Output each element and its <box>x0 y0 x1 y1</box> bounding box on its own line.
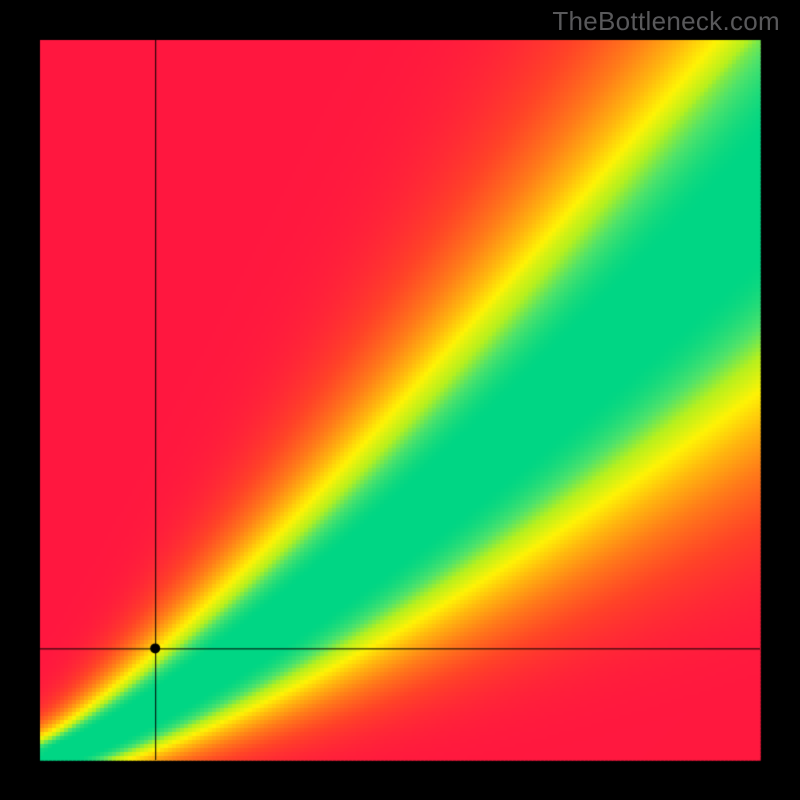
source-watermark: TheBottleneck.com <box>552 6 780 37</box>
bottleneck-heatmap-canvas <box>0 0 800 800</box>
chart-frame: TheBottleneck.com <box>0 0 800 800</box>
